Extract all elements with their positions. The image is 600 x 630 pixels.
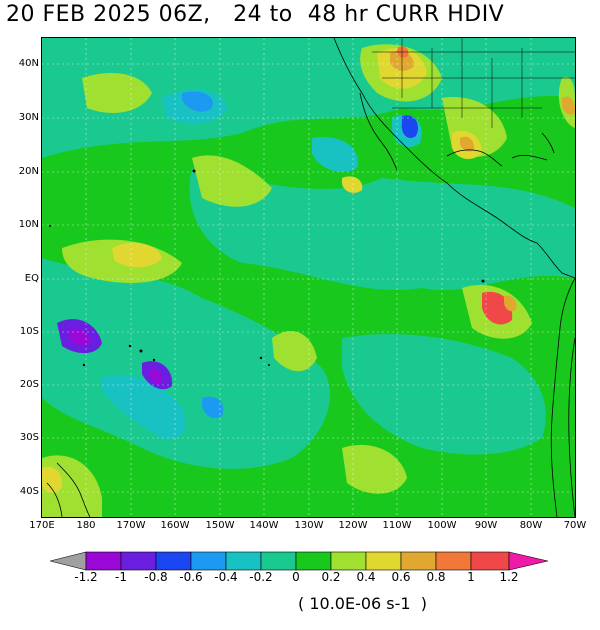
lon-label: 180 bbox=[76, 520, 96, 531]
colorbar-segment bbox=[155, 551, 192, 571]
divergence-map bbox=[41, 37, 576, 518]
colorbar-over-triangle bbox=[508, 551, 548, 571]
lon-label: 130W bbox=[294, 520, 324, 531]
colorbar-segment bbox=[260, 551, 297, 571]
colorbar-label: 0.4 bbox=[356, 570, 376, 584]
lon-label: 140W bbox=[249, 520, 279, 531]
lon-label: 170W bbox=[116, 520, 146, 531]
lon-label: 90W bbox=[474, 520, 498, 531]
lat-label: 20N bbox=[18, 166, 39, 177]
colorbar-segment bbox=[85, 551, 122, 571]
lat-label: 30N bbox=[18, 112, 39, 123]
lon-label: 150W bbox=[205, 520, 235, 531]
colorbar-segment bbox=[330, 551, 367, 571]
colorbar-label: -0.2 bbox=[249, 570, 273, 584]
lat-label: 10S bbox=[19, 326, 39, 337]
colorbar-label: -1 bbox=[115, 570, 127, 584]
lat-label: 40N bbox=[18, 58, 39, 69]
colorbar-segment bbox=[120, 551, 157, 571]
lon-label: 100W bbox=[427, 520, 457, 531]
colorbar-label: -0.4 bbox=[214, 570, 238, 584]
colorbar-segment bbox=[400, 551, 437, 571]
lon-label: 120W bbox=[338, 520, 368, 531]
colorbar-label: -0.8 bbox=[144, 570, 168, 584]
lon-label: 70W bbox=[563, 520, 587, 531]
colorbar-segment bbox=[470, 551, 510, 571]
colorbar-label: 1 bbox=[467, 570, 475, 584]
lon-label: 170E bbox=[29, 520, 55, 531]
colorbar-label: 0.8 bbox=[426, 570, 446, 584]
colorbar-units: ( 10.0E-06 s-1 ) bbox=[298, 594, 427, 613]
colorbar-segment bbox=[225, 551, 262, 571]
colorbar-label: 0.6 bbox=[391, 570, 411, 584]
map-title: 20 FEB 2025 06Z, 24 to 48 hr CURR HDIV bbox=[6, 2, 505, 27]
colorbar-segment bbox=[295, 551, 332, 571]
divergence-field bbox=[42, 38, 575, 517]
colorbar-segment bbox=[435, 551, 472, 571]
lon-label: 80W bbox=[519, 520, 543, 531]
colorbar-label: 1.2 bbox=[499, 570, 519, 584]
colorbar-label: -0.6 bbox=[179, 570, 203, 584]
lat-label: 30S bbox=[19, 432, 39, 443]
lat-label: 20S bbox=[19, 379, 39, 390]
colorbar-segment bbox=[365, 551, 402, 571]
lat-label: EQ bbox=[24, 273, 39, 284]
colorbar-label: -1.2 bbox=[74, 570, 98, 584]
lon-label: 160W bbox=[160, 520, 190, 531]
colorbar-label: 0.2 bbox=[321, 570, 341, 584]
colorbar-segment bbox=[190, 551, 227, 571]
lon-label: 110W bbox=[382, 520, 412, 531]
lat-label: 40S bbox=[19, 486, 39, 497]
lat-label: 10N bbox=[18, 219, 39, 230]
colorbar-under-triangle bbox=[50, 551, 87, 571]
colorbar-label: 0 bbox=[292, 570, 300, 584]
colorbar bbox=[50, 551, 548, 571]
